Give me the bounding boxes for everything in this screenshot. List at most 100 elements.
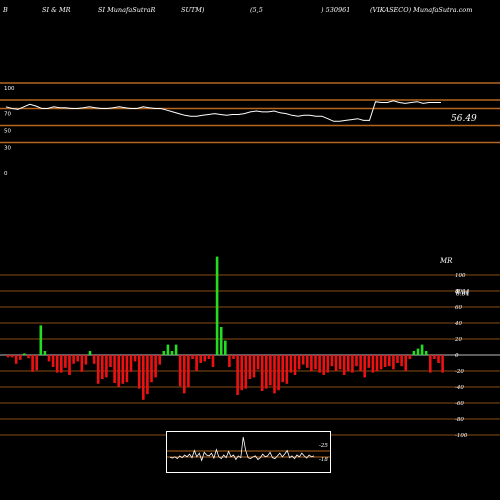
mrsi-bar xyxy=(326,355,330,373)
header-item-5: ) 530961 xyxy=(321,6,351,14)
mrsi-bar xyxy=(420,344,424,355)
mrsi-bar xyxy=(101,355,104,379)
mrsi-bar xyxy=(400,355,403,367)
mrsi-bar xyxy=(203,355,207,362)
mrsi-bar xyxy=(297,355,301,370)
mrsi-bar xyxy=(142,355,145,400)
mrsi-tick-label-8: -60 xyxy=(455,401,464,407)
mrsi-bar xyxy=(35,355,38,371)
mrsi-bar xyxy=(265,355,268,389)
mrsi-bar xyxy=(68,355,71,375)
mrsi-tick-label-5: 0 xyxy=(455,353,459,359)
mrsi-bar xyxy=(375,355,379,371)
mrsi-bar xyxy=(416,348,420,355)
mrsi-bar xyxy=(150,355,153,383)
mrsi-bar xyxy=(178,355,182,387)
mrsi-bar xyxy=(412,351,416,355)
mrsi-bar xyxy=(392,355,395,370)
header-item-0: B xyxy=(3,6,8,14)
mrsi-bar xyxy=(76,355,79,362)
mrsi-bar xyxy=(441,355,444,373)
mrsi-bar xyxy=(55,355,59,373)
mrsi-bar xyxy=(219,327,223,355)
mini-chart: -25 -18 xyxy=(166,431,331,473)
rsi-tick-label-1: 70 xyxy=(4,112,11,118)
mrsi-bar xyxy=(347,355,350,371)
mrsi-bar xyxy=(10,355,14,358)
mrsi-bar xyxy=(383,355,387,367)
mrsi-bar xyxy=(256,355,260,370)
mrsi-bar xyxy=(191,355,194,359)
mrsi-bar xyxy=(146,355,149,395)
header-item-6: (VIKASECO) MunafaSutra.com xyxy=(370,6,473,14)
mrsi-bar xyxy=(117,355,120,387)
mrsi-bar xyxy=(133,355,137,362)
mrsi-bar xyxy=(121,355,125,384)
mrsi-bar xyxy=(408,355,412,359)
mrsi-bar xyxy=(355,355,358,367)
rsi-last-value-label: 56.49 xyxy=(451,114,477,124)
chart-header: B SI & MR SI MunafaSutraR SUTM) (5,5 ) 5… xyxy=(0,0,500,16)
mrsi-bar xyxy=(80,355,84,372)
mrsi-bar xyxy=(359,355,362,371)
mrsi-bar xyxy=(27,355,30,359)
mrsi-bar xyxy=(109,355,112,367)
mrsi-bar xyxy=(96,355,100,384)
mrsi-tick-label-1: 80 xyxy=(455,289,462,295)
mrsi-bar xyxy=(342,355,346,375)
mrsi-last-value-label-1: 8.84 xyxy=(456,291,470,298)
mrsi-bar xyxy=(404,355,407,371)
mrsi-bar xyxy=(306,355,309,368)
mini-label-1: -18 xyxy=(319,457,328,463)
mrsi-bar xyxy=(199,355,202,363)
header-item-3: SUTM) xyxy=(181,6,205,14)
mrsi-bar xyxy=(240,355,243,391)
rsi-tick-label-0: 100 xyxy=(4,86,15,92)
mrsi-tick-label-0: 100 xyxy=(455,273,466,279)
mrsi-bar xyxy=(269,355,272,386)
mrsi-chart-label: MR xyxy=(439,257,453,265)
mrsi-bar xyxy=(137,355,141,389)
mrsi-bar xyxy=(285,355,289,384)
mrsi-tick-label-3: 40 xyxy=(454,321,462,327)
mrsi-bar xyxy=(232,355,235,359)
mrsi-bar xyxy=(6,355,10,358)
mrsi-bar xyxy=(60,355,63,373)
mrsi-bar xyxy=(293,355,297,375)
mrsi-bar xyxy=(338,355,342,370)
rsi-chart: 100 70 50 30 0 56.49 xyxy=(0,82,500,177)
mrsi-bar xyxy=(105,355,108,378)
mrsi-bar xyxy=(224,340,227,355)
mrsi-bar xyxy=(388,355,391,367)
mrsi-bar xyxy=(281,355,284,383)
mrsi-bar xyxy=(195,355,198,371)
mrsi-bar xyxy=(170,351,174,355)
mrsi-bar xyxy=(433,355,436,359)
mrsi-bar xyxy=(215,256,219,355)
mrsi-bar xyxy=(72,355,75,364)
mrsi-bar xyxy=(64,355,67,368)
mrsi-bar xyxy=(330,355,334,367)
mrsi-last-value-label-0: 8.84 xyxy=(456,289,470,296)
mrsi-bar xyxy=(187,355,190,387)
mrsi-bar xyxy=(129,355,133,372)
mrsi-bar xyxy=(154,355,157,378)
mrsi-bar xyxy=(228,355,231,367)
mrsi-bar xyxy=(23,353,26,355)
mrsi-bar xyxy=(429,355,432,373)
mrsi-bar xyxy=(158,355,161,365)
mrsi-bar xyxy=(207,355,211,359)
mrsi-bar xyxy=(252,355,256,378)
mrsi-bar xyxy=(248,355,252,379)
mini-label-0: -25 xyxy=(319,443,328,449)
mini-series-line xyxy=(169,436,315,462)
mrsi-bar xyxy=(51,355,55,367)
mrsi-tick-label-9: -80 xyxy=(455,417,464,423)
mrsi-bar xyxy=(379,355,383,370)
mrsi-bar xyxy=(183,355,186,394)
mrsi-bar xyxy=(166,344,170,355)
rsi-tick-label-4: 0 xyxy=(4,171,8,177)
mrsi-tick-label-4: 20 xyxy=(454,337,462,343)
mrsi-bar xyxy=(314,355,317,370)
